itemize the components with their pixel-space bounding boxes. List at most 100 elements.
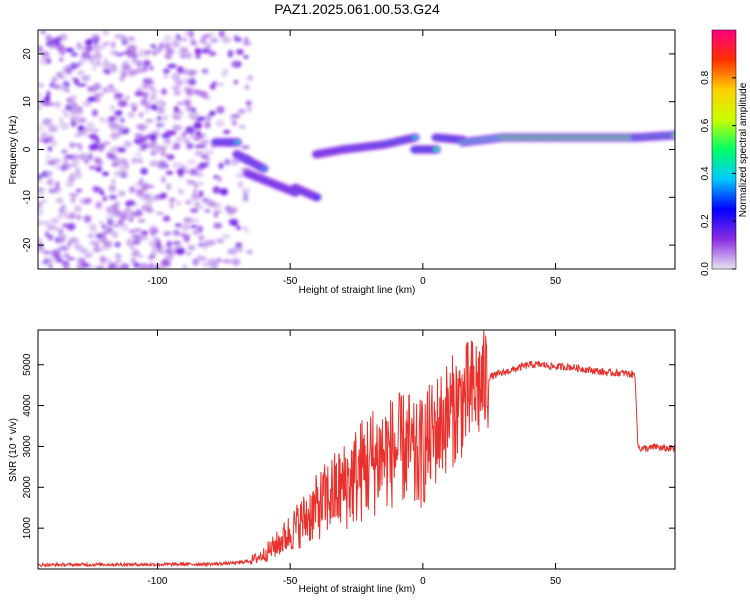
noise-blob bbox=[92, 37, 101, 43]
noise-blob bbox=[87, 38, 93, 46]
noise-blob bbox=[65, 47, 74, 53]
noise-blob bbox=[114, 114, 122, 121]
noise-blob bbox=[50, 218, 60, 224]
noise-blob bbox=[144, 199, 152, 208]
colorbar: 0.0 0.2 0.4 0.6 0.8 Normalized spectral ampl… bbox=[700, 29, 749, 276]
noise-blob bbox=[127, 111, 135, 119]
noise-blob bbox=[194, 47, 201, 52]
noise-blob bbox=[92, 52, 102, 60]
noise-blob bbox=[181, 264, 188, 269]
noise-blob bbox=[63, 253, 70, 258]
noise-blob bbox=[185, 52, 192, 59]
y-tick-label: 20 bbox=[22, 48, 33, 60]
noise-blob bbox=[89, 223, 97, 232]
snr-y-ticks: 1000 2000 3000 4000 5000 bbox=[22, 353, 675, 539]
noise-blob bbox=[199, 162, 209, 168]
noise-blob bbox=[102, 230, 108, 236]
noise-blob bbox=[171, 72, 181, 81]
noise-blob bbox=[167, 63, 177, 69]
noise-blob bbox=[110, 146, 120, 152]
noise-blob bbox=[113, 260, 120, 266]
noise-blob bbox=[91, 33, 98, 38]
signal-core bbox=[672, 133, 675, 137]
noise-blob bbox=[76, 41, 82, 50]
signal-core bbox=[234, 140, 241, 144]
x-tick-label: 50 bbox=[550, 276, 562, 287]
noise-blob bbox=[140, 167, 149, 175]
noise-blob bbox=[108, 184, 117, 193]
noise-blob bbox=[185, 178, 192, 184]
noise-blob bbox=[172, 162, 178, 169]
noise-blob bbox=[204, 121, 211, 129]
noise-blob bbox=[163, 73, 169, 79]
y-tick-label: 4000 bbox=[22, 394, 33, 417]
noise-blob bbox=[38, 192, 45, 196]
noise-blob bbox=[38, 187, 43, 192]
noise-blob bbox=[242, 226, 247, 231]
noise-blob bbox=[95, 166, 103, 172]
noise-blob bbox=[45, 34, 53, 43]
noise-blob bbox=[81, 263, 89, 268]
noise-blob bbox=[178, 109, 184, 116]
snr-frame bbox=[37, 329, 676, 570]
colorbar-label: Normalized spectral amplitude bbox=[738, 82, 749, 217]
noise-blob bbox=[61, 68, 66, 74]
noise-blob bbox=[204, 42, 212, 50]
noise-blob bbox=[85, 122, 95, 129]
noise-blob bbox=[161, 163, 169, 169]
y-tick-label: 3000 bbox=[22, 435, 33, 458]
noise-blob bbox=[140, 98, 148, 106]
noise-blob bbox=[71, 51, 77, 56]
y-tick-label: 1000 bbox=[22, 517, 33, 540]
noise-blob bbox=[198, 190, 204, 198]
noise-blob bbox=[93, 82, 102, 91]
noise-blob bbox=[191, 107, 196, 113]
noise-blob bbox=[69, 62, 78, 70]
noise-blob bbox=[151, 104, 158, 111]
noise-blob bbox=[200, 154, 209, 159]
signal-core bbox=[433, 147, 440, 152]
noise-blob bbox=[94, 98, 101, 103]
noise-blob bbox=[56, 214, 64, 219]
noise-blob bbox=[134, 133, 144, 138]
noise-blob bbox=[133, 249, 140, 257]
noise-blob bbox=[185, 126, 195, 134]
noise-blob bbox=[114, 241, 121, 248]
noise-blob bbox=[182, 170, 192, 174]
noise-blob bbox=[219, 188, 229, 196]
noise-blob bbox=[181, 132, 187, 138]
noise-blob bbox=[235, 172, 245, 179]
noise-blob bbox=[86, 97, 97, 102]
noise-blob bbox=[117, 147, 126, 153]
noise-blob bbox=[60, 148, 68, 155]
noise-blob bbox=[245, 227, 250, 235]
noise-blob bbox=[109, 194, 117, 200]
noise-blob bbox=[197, 91, 207, 97]
noise-blob bbox=[38, 203, 43, 209]
noise-blob bbox=[91, 109, 98, 117]
noise-blob bbox=[110, 41, 116, 49]
spectrogram-noise bbox=[38, 30, 254, 269]
noise-blob bbox=[162, 68, 171, 73]
noise-blob bbox=[83, 215, 92, 223]
noise-blob bbox=[221, 234, 231, 239]
noise-blob bbox=[103, 244, 112, 250]
noise-blob bbox=[38, 209, 44, 217]
noise-blob bbox=[105, 213, 115, 222]
noise-blob bbox=[108, 83, 114, 89]
noise-blob bbox=[237, 181, 244, 188]
noise-blob bbox=[59, 207, 64, 215]
noise-blob bbox=[165, 249, 172, 253]
noise-blob bbox=[166, 240, 172, 248]
noise-blob bbox=[64, 154, 74, 159]
noise-blob bbox=[134, 152, 143, 157]
noise-blob bbox=[162, 132, 171, 140]
colorbar-tick-label: 0.2 bbox=[700, 214, 711, 228]
noise-blob bbox=[185, 199, 192, 205]
noise-blob bbox=[84, 198, 89, 205]
noise-blob bbox=[108, 88, 119, 93]
noise-blob bbox=[125, 95, 130, 101]
noise-blob bbox=[56, 71, 63, 78]
noise-blob bbox=[111, 231, 119, 239]
noise-blob bbox=[230, 247, 238, 255]
